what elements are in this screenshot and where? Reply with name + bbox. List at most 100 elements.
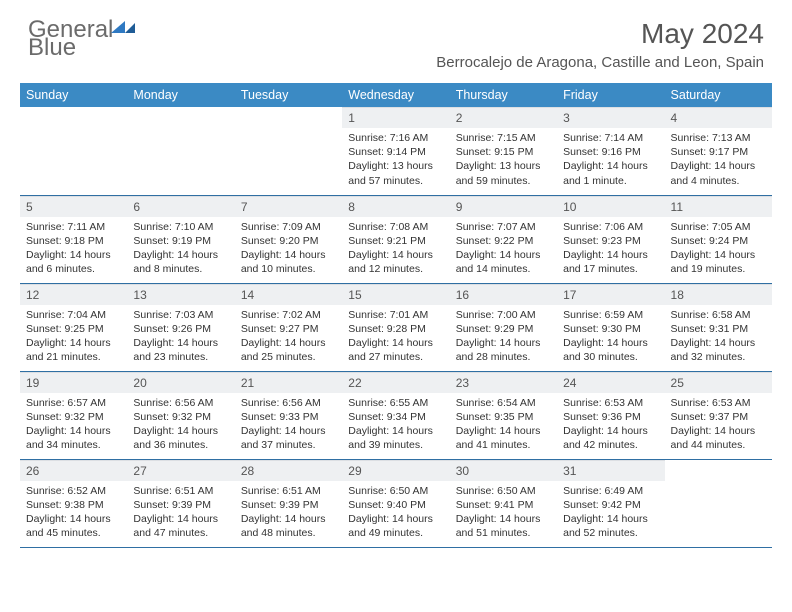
calendar-cell: 15Sunrise: 7:01 AMSunset: 9:28 PMDayligh… (342, 283, 449, 371)
sunset-text: Sunset: 9:23 PM (563, 234, 658, 248)
day-details: Sunrise: 6:58 AMSunset: 9:31 PMDaylight:… (665, 305, 772, 369)
calendar-cell: 2Sunrise: 7:15 AMSunset: 9:15 PMDaylight… (450, 107, 557, 195)
weekday-header: Friday (557, 83, 664, 107)
calendar-cell: 1Sunrise: 7:16 AMSunset: 9:14 PMDaylight… (342, 107, 449, 195)
sunrise-text: Sunrise: 6:51 AM (133, 484, 228, 498)
day-number: 24 (557, 372, 664, 393)
day-number: 29 (342, 460, 449, 481)
sunset-text: Sunset: 9:37 PM (671, 410, 766, 424)
sunset-text: Sunset: 9:32 PM (26, 410, 121, 424)
sunrise-text: Sunrise: 7:13 AM (671, 131, 766, 145)
day-details: Sunrise: 7:14 AMSunset: 9:16 PMDaylight:… (557, 128, 664, 192)
calendar-cell: 16Sunrise: 7:00 AMSunset: 9:29 PMDayligh… (450, 283, 557, 371)
day-details: Sunrise: 6:56 AMSunset: 9:33 PMDaylight:… (235, 393, 342, 457)
daylight-text: Daylight: 13 hours and 57 minutes. (348, 159, 443, 187)
daylight-text: Daylight: 14 hours and 10 minutes. (241, 248, 336, 276)
day-number: 20 (127, 372, 234, 393)
sunrise-text: Sunrise: 7:07 AM (456, 220, 551, 234)
day-number: 10 (557, 196, 664, 217)
sunrise-text: Sunrise: 7:04 AM (26, 308, 121, 322)
location-text: Berrocalejo de Aragona, Castille and Leo… (436, 54, 764, 71)
sunset-text: Sunset: 9:36 PM (563, 410, 658, 424)
daylight-text: Daylight: 14 hours and 27 minutes. (348, 336, 443, 364)
day-details: Sunrise: 7:09 AMSunset: 9:20 PMDaylight:… (235, 217, 342, 281)
sunset-text: Sunset: 9:42 PM (563, 498, 658, 512)
daylight-text: Daylight: 14 hours and 45 minutes. (26, 512, 121, 540)
daylight-text: Daylight: 14 hours and 30 minutes. (563, 336, 658, 364)
calendar-cell: 8Sunrise: 7:08 AMSunset: 9:21 PMDaylight… (342, 195, 449, 283)
daylight-text: Daylight: 14 hours and 19 minutes. (671, 248, 766, 276)
sunrise-text: Sunrise: 7:15 AM (456, 131, 551, 145)
weekday-header: Monday (127, 83, 234, 107)
day-number: 4 (665, 107, 772, 128)
calendar-cell: 5Sunrise: 7:11 AMSunset: 9:18 PMDaylight… (20, 195, 127, 283)
calendar-head: SundayMondayTuesdayWednesdayThursdayFrid… (20, 83, 772, 107)
day-details: Sunrise: 6:50 AMSunset: 9:40 PMDaylight:… (342, 481, 449, 545)
day-number: 9 (450, 196, 557, 217)
weekday-header: Wednesday (342, 83, 449, 107)
day-number: 3 (557, 107, 664, 128)
sunrise-text: Sunrise: 7:06 AM (563, 220, 658, 234)
day-number: 1 (342, 107, 449, 128)
day-number: 15 (342, 284, 449, 305)
sunrise-text: Sunrise: 6:59 AM (563, 308, 658, 322)
weekday-header: Saturday (665, 83, 772, 107)
daylight-text: Daylight: 14 hours and 1 minute. (563, 159, 658, 187)
sunrise-text: Sunrise: 6:55 AM (348, 396, 443, 410)
daylight-text: Daylight: 13 hours and 59 minutes. (456, 159, 551, 187)
calendar-cell: 3Sunrise: 7:14 AMSunset: 9:16 PMDaylight… (557, 107, 664, 195)
daylight-text: Daylight: 14 hours and 32 minutes. (671, 336, 766, 364)
day-number: 18 (665, 284, 772, 305)
sunset-text: Sunset: 9:20 PM (241, 234, 336, 248)
sunset-text: Sunset: 9:33 PM (241, 410, 336, 424)
calendar-table: SundayMondayTuesdayWednesdayThursdayFrid… (20, 83, 772, 548)
day-details: Sunrise: 7:07 AMSunset: 9:22 PMDaylight:… (450, 217, 557, 281)
calendar-cell: 10Sunrise: 7:06 AMSunset: 9:23 PMDayligh… (557, 195, 664, 283)
calendar-cell: 4Sunrise: 7:13 AMSunset: 9:17 PMDaylight… (665, 107, 772, 195)
day-details: Sunrise: 6:56 AMSunset: 9:32 PMDaylight:… (127, 393, 234, 457)
sunset-text: Sunset: 9:41 PM (456, 498, 551, 512)
daylight-text: Daylight: 14 hours and 44 minutes. (671, 424, 766, 452)
day-number: 23 (450, 372, 557, 393)
day-details: Sunrise: 6:51 AMSunset: 9:39 PMDaylight:… (235, 481, 342, 545)
day-details: Sunrise: 6:52 AMSunset: 9:38 PMDaylight:… (20, 481, 127, 545)
sunrise-text: Sunrise: 7:14 AM (563, 131, 658, 145)
sunrise-text: Sunrise: 6:50 AM (348, 484, 443, 498)
sunrise-text: Sunrise: 7:16 AM (348, 131, 443, 145)
calendar-cell (20, 107, 127, 195)
day-details: Sunrise: 6:57 AMSunset: 9:32 PMDaylight:… (20, 393, 127, 457)
sunset-text: Sunset: 9:32 PM (133, 410, 228, 424)
calendar-cell: 11Sunrise: 7:05 AMSunset: 9:24 PMDayligh… (665, 195, 772, 283)
calendar-row: 19Sunrise: 6:57 AMSunset: 9:32 PMDayligh… (20, 371, 772, 459)
sunrise-text: Sunrise: 7:02 AM (241, 308, 336, 322)
calendar-cell: 31Sunrise: 6:49 AMSunset: 9:42 PMDayligh… (557, 459, 664, 547)
sunrise-text: Sunrise: 7:03 AM (133, 308, 228, 322)
day-details: Sunrise: 6:59 AMSunset: 9:30 PMDaylight:… (557, 305, 664, 369)
calendar-cell: 9Sunrise: 7:07 AMSunset: 9:22 PMDaylight… (450, 195, 557, 283)
day-number: 6 (127, 196, 234, 217)
sunrise-text: Sunrise: 6:54 AM (456, 396, 551, 410)
sunset-text: Sunset: 9:14 PM (348, 145, 443, 159)
daylight-text: Daylight: 14 hours and 28 minutes. (456, 336, 551, 364)
daylight-text: Daylight: 14 hours and 39 minutes. (348, 424, 443, 452)
day-details: Sunrise: 7:16 AMSunset: 9:14 PMDaylight:… (342, 128, 449, 192)
sunset-text: Sunset: 9:39 PM (241, 498, 336, 512)
sunrise-text: Sunrise: 6:53 AM (563, 396, 658, 410)
sunset-text: Sunset: 9:22 PM (456, 234, 551, 248)
sunset-text: Sunset: 9:19 PM (133, 234, 228, 248)
day-number: 16 (450, 284, 557, 305)
sunrise-text: Sunrise: 6:51 AM (241, 484, 336, 498)
sunset-text: Sunset: 9:29 PM (456, 322, 551, 336)
day-details: Sunrise: 6:54 AMSunset: 9:35 PMDaylight:… (450, 393, 557, 457)
sunset-text: Sunset: 9:39 PM (133, 498, 228, 512)
sunrise-text: Sunrise: 6:53 AM (671, 396, 766, 410)
day-number (665, 460, 772, 466)
daylight-text: Daylight: 14 hours and 47 minutes. (133, 512, 228, 540)
calendar-cell: 7Sunrise: 7:09 AMSunset: 9:20 PMDaylight… (235, 195, 342, 283)
daylight-text: Daylight: 14 hours and 42 minutes. (563, 424, 658, 452)
weekday-header: Tuesday (235, 83, 342, 107)
calendar-cell: 18Sunrise: 6:58 AMSunset: 9:31 PMDayligh… (665, 283, 772, 371)
sunset-text: Sunset: 9:17 PM (671, 145, 766, 159)
day-details: Sunrise: 6:55 AMSunset: 9:34 PMDaylight:… (342, 393, 449, 457)
calendar-cell: 22Sunrise: 6:55 AMSunset: 9:34 PMDayligh… (342, 371, 449, 459)
